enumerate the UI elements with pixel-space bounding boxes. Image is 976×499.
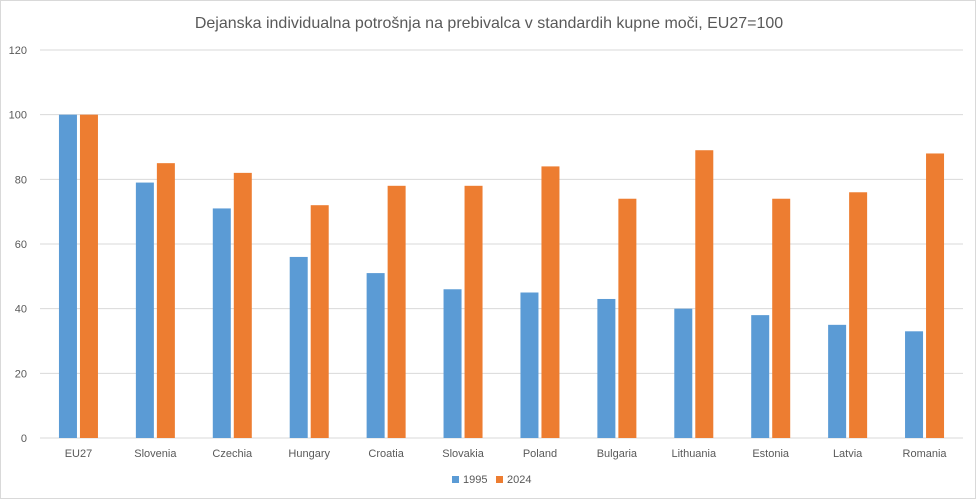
y-tick-label: 80: [15, 174, 27, 186]
y-tick-label: 0: [21, 433, 27, 445]
bar-2024-bulgaria: [618, 198, 637, 438]
x-tick-label: Latvia: [833, 448, 863, 460]
bar-2024-estonia: [772, 198, 791, 438]
bar-2024-slovakia: [464, 185, 483, 438]
bar-2024-romania: [926, 153, 945, 438]
y-tick-label: 20: [15, 368, 27, 380]
x-tick-label: Hungary: [288, 448, 330, 460]
legend-label: 2024: [507, 474, 531, 486]
x-tick-label: Czechia: [212, 448, 253, 460]
x-tick-label: Estonia: [752, 448, 790, 460]
legend-swatch-2024: [496, 476, 503, 483]
bar-2024-hungary: [310, 205, 329, 438]
bar-2024-eu27: [79, 114, 98, 439]
y-tick-label: 120: [9, 45, 27, 57]
bar-1995-eu27: [58, 114, 77, 439]
y-tick-label: 60: [15, 239, 27, 251]
y-axis: 0 20 40 60 80 100 120: [9, 45, 27, 445]
bar-1995-slovenia: [135, 182, 154, 438]
x-tick-label: Slovenia: [134, 448, 177, 460]
bar-1995-slovakia: [443, 289, 462, 438]
bar-1995-croatia: [366, 273, 385, 438]
x-tick-label: Croatia: [368, 448, 404, 460]
x-axis: EU27 Slovenia Czechia Hungary Croatia Slovaki…: [65, 448, 948, 460]
legend-swatch-1995: [452, 476, 459, 483]
x-tick-label: Poland: [523, 448, 557, 460]
bar-2024-czechia: [233, 172, 252, 438]
bar-1995-lithuania: [674, 308, 693, 438]
bar-2024-lithuania: [695, 150, 714, 438]
bar-1995-estonia: [751, 315, 770, 438]
legend-label: 1995: [463, 474, 487, 486]
bar-1995-czechia: [212, 208, 231, 438]
gridlines: [40, 49, 963, 439]
bars: [58, 114, 945, 439]
y-tick-label: 100: [9, 110, 27, 122]
x-tick-label: Bulgaria: [597, 448, 638, 460]
bar-2024-croatia: [387, 185, 406, 438]
bar-2024-poland: [541, 166, 560, 438]
bar-1995-bulgaria: [597, 298, 616, 438]
bar-1995-latvia: [828, 324, 847, 438]
y-tick-label: 40: [15, 304, 27, 316]
legend: 1995 2024: [452, 474, 531, 486]
bar-1995-poland: [520, 292, 539, 438]
x-tick-label: Slovakia: [442, 448, 484, 460]
bar-2024-slovenia: [156, 163, 175, 438]
chart-title: Dejanska individualna potrošnja na prebi…: [195, 15, 783, 32]
bar-2024-latvia: [849, 192, 868, 438]
x-tick-label: Romania: [903, 448, 948, 460]
x-tick-label: EU27: [65, 448, 93, 460]
bar-1995-romania: [905, 331, 924, 438]
x-tick-label: Lithuania: [671, 448, 717, 460]
bar-1995-hungary: [289, 256, 308, 438]
